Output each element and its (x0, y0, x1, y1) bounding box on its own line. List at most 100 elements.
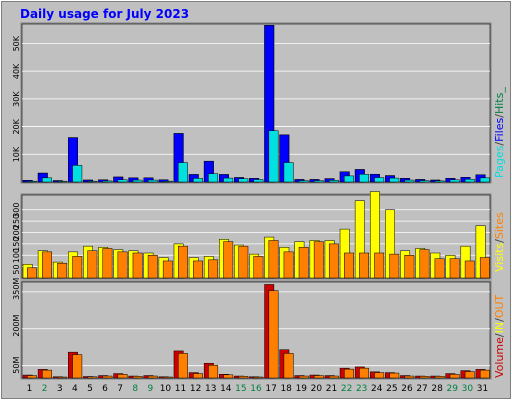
bar-out (254, 377, 263, 378)
y-tick-label: 30K (12, 91, 21, 107)
day-label: 20 (311, 384, 323, 394)
legend-item: Volume (493, 337, 506, 378)
day-label: 22 (341, 384, 352, 394)
day-label: 8 (132, 384, 138, 394)
day-label: 13 (205, 384, 216, 394)
bar-pages (178, 163, 187, 182)
bar-out (405, 376, 414, 378)
bar-pages (88, 181, 97, 182)
bar-sites (27, 268, 36, 278)
bar-pages (314, 181, 323, 182)
bar-pages (465, 179, 474, 182)
bar-out (465, 372, 474, 378)
bar-sites (148, 255, 157, 278)
y-tick-label: 350M (12, 278, 21, 300)
bar-pages (299, 181, 308, 182)
bar-out (435, 376, 444, 378)
day-label: 16 (250, 384, 262, 394)
y-tick-label: 10K (12, 146, 21, 162)
bar-pages (450, 180, 459, 182)
bar-sites (435, 259, 444, 278)
bar-out (269, 291, 278, 378)
day-label: 27 (416, 384, 427, 394)
panel-plot-area (22, 24, 490, 182)
bar-out (148, 376, 157, 378)
bar-pages (193, 178, 202, 182)
bar-out (103, 376, 112, 378)
legend-panel2: Visits/Sites (493, 212, 506, 272)
bar-sites (269, 240, 278, 278)
bar-sites (375, 253, 384, 278)
bar-sites (178, 246, 187, 278)
bar-sites (299, 247, 308, 278)
day-label: 12 (190, 384, 201, 394)
day-label: 9 (147, 384, 153, 394)
bar-sites (284, 252, 293, 278)
chart-title: Daily usage for July 2023 (20, 7, 189, 21)
day-label: 25 (386, 384, 397, 394)
bar-sites (163, 261, 172, 278)
bar-pages (405, 180, 414, 182)
bar-out (375, 373, 384, 378)
bar-sites (133, 253, 142, 278)
bar-sites (450, 259, 459, 278)
bar-out (42, 370, 51, 378)
bar-pages (224, 178, 233, 182)
legend-panel1: Pages/Files/Hits_ (493, 87, 506, 178)
day-label: 6 (102, 384, 108, 394)
bar-out (390, 373, 399, 378)
bar-pages (420, 181, 429, 182)
bar-pages (329, 180, 338, 182)
bar-out (480, 370, 489, 378)
day-label: 24 (371, 384, 383, 394)
y-tick-label: 50M (12, 357, 21, 374)
day-label: 11 (175, 384, 186, 394)
bar-sites (390, 254, 399, 278)
bar-sites (329, 244, 338, 278)
day-label: 26 (401, 384, 413, 394)
bar-out (88, 377, 97, 378)
day-label: 28 (431, 384, 443, 394)
bar-out (178, 353, 187, 378)
day-label: 3 (57, 384, 63, 394)
bar-sites (42, 252, 51, 278)
bar-sites (193, 261, 202, 278)
bar-sites (73, 256, 82, 278)
day-label: 2 (42, 384, 48, 394)
bar-out (329, 376, 338, 378)
bar-pages (133, 180, 142, 182)
bar-pages (118, 180, 127, 182)
legend-item: Sites (493, 212, 506, 239)
legend-item: IN (493, 322, 506, 333)
bar-pages (269, 131, 278, 182)
legend-panel3: Volume/IN/OUT (493, 294, 506, 378)
day-label: 14 (220, 384, 232, 394)
day-label: 21 (326, 384, 337, 394)
bar-out (314, 376, 323, 378)
bar-pages (254, 180, 263, 182)
bar-pages (435, 181, 444, 182)
bar-out (118, 374, 127, 378)
bar-sites (208, 260, 217, 278)
bar-pages (390, 178, 399, 182)
bar-sites (359, 253, 368, 278)
bar-pages (148, 180, 157, 182)
day-label: 23 (356, 384, 367, 394)
legend-item: Visits (493, 243, 506, 272)
bar-out (420, 376, 429, 378)
bar-out (450, 374, 459, 378)
legend-item: Pages (493, 145, 506, 178)
day-label: 7 (117, 384, 123, 394)
bar-sites (239, 246, 248, 278)
panel-plot-area (22, 282, 490, 378)
bar-sites (118, 252, 127, 278)
day-label: 31 (477, 384, 488, 394)
bar-out (133, 376, 142, 378)
day-label: 30 (462, 384, 474, 394)
day-label: 18 (280, 384, 292, 394)
bar-out (344, 369, 353, 378)
bar-out (299, 376, 308, 378)
